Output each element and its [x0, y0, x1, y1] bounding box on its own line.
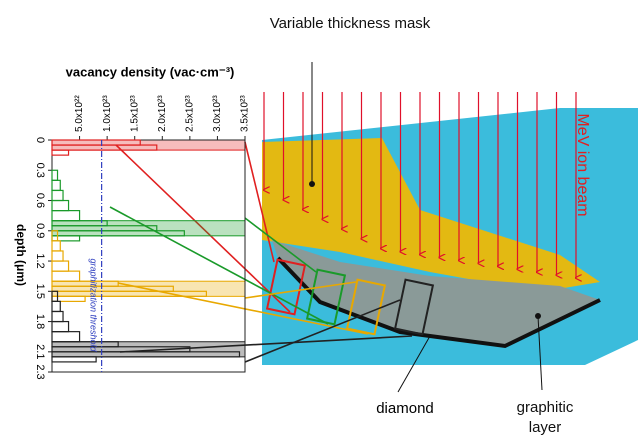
y-tick-label: 2.1 — [34, 344, 46, 359]
y-tick-label: 0.6 — [34, 193, 46, 208]
hist-bar — [52, 190, 63, 200]
hist-bar — [52, 201, 69, 211]
beam-label: MeV ion beam — [574, 113, 591, 216]
hist-bar — [52, 211, 80, 221]
x-tick-label: 1.5x10²³ — [129, 95, 140, 132]
hist-bar — [52, 236, 80, 241]
hist-bar — [52, 180, 60, 190]
hist-bar — [52, 241, 60, 251]
hist-bar — [52, 251, 63, 261]
y-tick-label: 1.2 — [34, 253, 46, 268]
highlight-band — [52, 281, 245, 296]
x-tick-label: 3.0x10²³ — [212, 95, 223, 132]
y-tick-label: 0 — [34, 137, 46, 143]
hist-bar — [52, 322, 69, 332]
hist-bar — [52, 150, 69, 155]
leader-dot — [309, 181, 315, 187]
hist-bar — [52, 332, 80, 342]
hist-bar — [52, 357, 96, 362]
highlight-band — [52, 342, 245, 357]
y-axis-label: depth (μm) — [14, 224, 28, 286]
chart: vacancy density (vac·cm⁻³) depth (μm) Me… — [0, 0, 638, 441]
y-tick-label: 0.9 — [34, 223, 46, 238]
y-tick-label: 0.3 — [34, 163, 46, 178]
graphitic-label: graphitic layer — [505, 398, 585, 438]
hist-bar — [52, 301, 60, 311]
mask-label: Variable thickness mask — [265, 12, 435, 36]
diamond-label: diamond — [376, 400, 434, 417]
x-tick-label: 2.0x10²³ — [157, 95, 168, 132]
y-tick-label: 1.8 — [34, 314, 46, 329]
figure: vacancy density (vac·cm⁻³) depth (μm) Me… — [0, 0, 638, 441]
hist-bar — [52, 261, 69, 271]
x-tick-label: 2.5x10²³ — [184, 95, 195, 132]
hist-bar — [52, 170, 58, 180]
leader-dot — [535, 313, 541, 319]
threshold-label: graphitization threshold — [88, 258, 98, 352]
x-tick-label: 1.0x10²³ — [102, 95, 113, 132]
y-tick-label: 2.3 — [34, 364, 46, 379]
hist-bar — [52, 271, 80, 281]
x-tick-label: 3.5x10²³ — [240, 95, 251, 132]
hist-bar — [52, 311, 63, 321]
y-tick-label: 1.5 — [34, 284, 46, 299]
x-tick-label: 5.0x10²² — [74, 95, 85, 132]
chart-title: vacancy density (vac·cm⁻³) — [66, 64, 235, 79]
plot-frame — [52, 140, 245, 372]
highlight-band — [52, 221, 245, 236]
